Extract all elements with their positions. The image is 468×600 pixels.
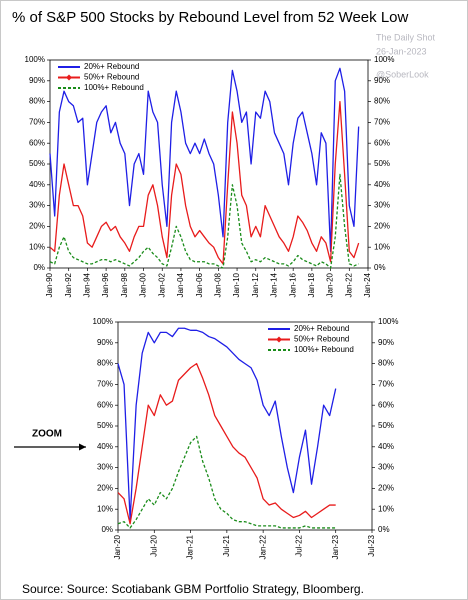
y2-tick-label: 90%	[378, 338, 394, 347]
x-tick-label: Jul-23	[367, 534, 376, 556]
legend-label: 100%+ Rebound	[294, 345, 354, 354]
page-title: % of S&P 500 Stocks by Rebound Level fro…	[12, 9, 409, 26]
series-line	[117, 327, 337, 521]
x-tick-label: Jan-18	[307, 272, 316, 297]
y2-tick-label: 80%	[378, 359, 394, 368]
y2-tick-label: 70%	[378, 380, 394, 389]
y-tick-label: 0%	[33, 263, 45, 272]
x-tick-label: Jan-20	[113, 534, 122, 559]
y2-tick-label: 60%	[374, 138, 390, 147]
y-tick-label: 80%	[29, 97, 45, 106]
y2-tick-label: 10%	[374, 242, 390, 251]
watermark: @SoberLook	[376, 69, 429, 79]
y2-tick-label: 0%	[374, 263, 386, 272]
legend-label: 20%+ Rebound	[294, 324, 349, 333]
y-tick-label: 70%	[29, 118, 45, 127]
series-line	[117, 362, 336, 525]
y2-tick-label: 30%	[374, 201, 390, 210]
legend-label: 50%+ Rebound	[84, 73, 139, 82]
y-tick-label: 50%	[29, 159, 45, 168]
y-tick-label: 30%	[29, 201, 45, 210]
y-tick-label: 60%	[97, 400, 113, 409]
x-tick-label: Jan-16	[288, 272, 297, 297]
series-line	[117, 435, 336, 529]
y2-tick-label: 20%	[374, 222, 390, 231]
y-tick-label: 100%	[93, 317, 113, 326]
y2-tick-label: 70%	[374, 118, 390, 127]
y-tick-label: 100%	[25, 55, 45, 64]
y-tick-label: 10%	[97, 504, 113, 513]
y2-tick-label: 100%	[378, 317, 398, 326]
x-tick-label: Jul-22	[295, 534, 304, 556]
series-line	[49, 67, 360, 253]
zoom-arrowhead	[79, 443, 86, 451]
y2-tick-label: 50%	[378, 421, 394, 430]
y-tick-label: 80%	[97, 359, 113, 368]
y-tick-label: 30%	[97, 463, 113, 472]
zoom-label: ZOOM	[32, 429, 62, 440]
y-tick-label: 40%	[97, 442, 113, 451]
y2-tick-label: 50%	[374, 159, 390, 168]
watermark: The Daily Shot	[376, 32, 436, 42]
x-tick-label: Jan-14	[270, 272, 279, 297]
y-tick-label: 90%	[29, 76, 45, 85]
y-tick-label: 40%	[29, 180, 45, 189]
x-tick-label: Jan-96	[101, 272, 110, 297]
legend-marker	[66, 74, 72, 81]
legend-label: 100%+ Rebound	[84, 83, 144, 92]
source: Source: Source: Scotiabank GBM Portfolio…	[22, 582, 364, 596]
x-tick-label: Jan-06	[195, 272, 204, 297]
y2-tick-label: 100%	[374, 55, 394, 64]
x-tick-label: Jan-00	[139, 272, 148, 297]
y2-tick-label: 10%	[378, 504, 394, 513]
x-tick-label: Jan-22	[258, 534, 267, 559]
y2-tick-label: 20%	[378, 484, 394, 493]
series-line	[49, 100, 360, 265]
series-line	[49, 173, 359, 269]
x-tick-label: Jan-12	[251, 272, 260, 297]
x-tick-label: Jul-21	[222, 534, 231, 556]
y2-tick-label: 90%	[374, 76, 390, 85]
y2-tick-label: 30%	[378, 463, 394, 472]
x-tick-label: Jan-02	[157, 272, 166, 297]
watermark: 26-Jan-2023	[376, 46, 427, 56]
y2-tick-label: 0%	[378, 525, 390, 534]
x-tick-label: Jan-21	[186, 534, 195, 559]
x-tick-label: Jan-23	[331, 534, 340, 559]
x-tick-label: Jan-94	[83, 272, 92, 297]
y-tick-label: 10%	[29, 242, 45, 251]
y-tick-label: 90%	[97, 338, 113, 347]
x-tick-label: Jul-20	[149, 534, 158, 556]
x-tick-label: Jan-90	[45, 272, 54, 297]
legend-marker	[276, 336, 282, 343]
x-tick-label: Jan-98	[120, 272, 129, 297]
x-tick-label: Jan-20	[326, 272, 335, 297]
y2-tick-label: 40%	[378, 442, 394, 451]
y-tick-label: 0%	[101, 525, 113, 534]
y2-tick-label: 80%	[374, 97, 390, 106]
legend-label: 50%+ Rebound	[294, 335, 349, 344]
y-tick-label: 20%	[29, 222, 45, 231]
x-tick-label: Jan-22	[344, 272, 353, 297]
y2-tick-label: 60%	[378, 400, 394, 409]
x-tick-label: Jan-08	[213, 272, 222, 297]
y2-tick-label: 40%	[374, 180, 390, 189]
y-tick-label: 60%	[29, 138, 45, 147]
y-tick-label: 50%	[97, 421, 113, 430]
x-tick-label: Jan-24	[363, 272, 372, 297]
y-tick-label: 20%	[97, 484, 113, 493]
y-tick-label: 70%	[97, 380, 113, 389]
x-tick-label: Jan-10	[232, 272, 241, 297]
legend-label: 20%+ Rebound	[84, 62, 139, 71]
x-tick-label: Jan-04	[176, 272, 185, 297]
x-tick-label: Jan-92	[64, 272, 73, 297]
